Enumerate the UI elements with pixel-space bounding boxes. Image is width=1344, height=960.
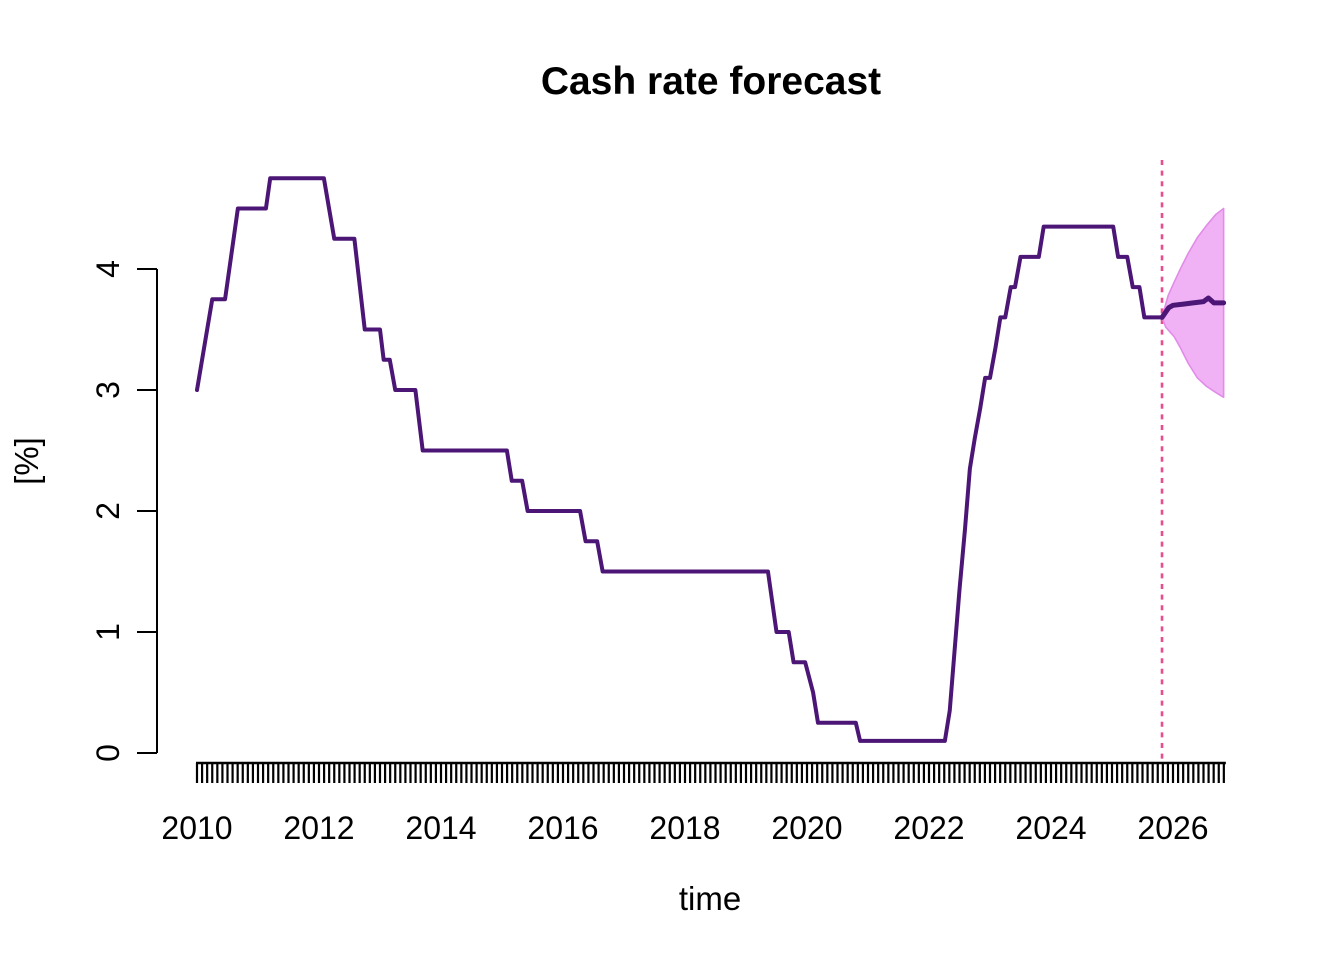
y-tick-label: 0 (90, 744, 126, 762)
x-tick-label: 2018 (649, 810, 720, 846)
x-tick-label: 2010 (161, 810, 232, 846)
forecast-median-line (1159, 295, 1227, 320)
x-tick-label: 2026 (1137, 810, 1208, 846)
x-tick-label: 2020 (771, 810, 842, 846)
y-axis-title: [%] (8, 437, 45, 485)
x-tick-label: 2014 (405, 810, 476, 846)
x-tick-label: 2024 (1015, 810, 1086, 846)
x-tick-label: 2012 (283, 810, 354, 846)
y-tick-label: 2 (90, 502, 126, 520)
chart-title: Cash rate forecast (541, 60, 881, 103)
history-line (195, 176, 1165, 743)
y-tick-label: 1 (90, 623, 126, 641)
chart-layers: 0 1 2 3 4 2010 2012 2014 2016 2018 2020 2022 2024 202… (90, 160, 1227, 846)
x-axis-title: time (679, 880, 741, 917)
y-tick-label: 4 (90, 260, 126, 278)
x-tick-label: 2016 (527, 810, 598, 846)
x-tick-label: 2022 (893, 810, 964, 846)
y-tick-label: 3 (90, 381, 126, 399)
